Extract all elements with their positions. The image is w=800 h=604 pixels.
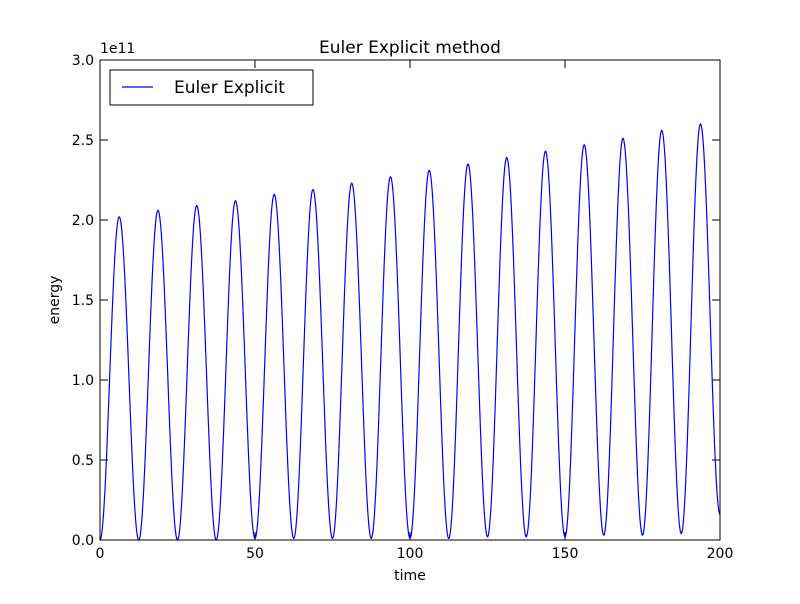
axis-ticks: 0 50 100 150 200 0.0 0.5 1.0 1.5 2.0 2.5 3.0 (72, 53, 734, 562)
series-line-euler-explicit (99, 123, 721, 541)
y-tick-label: 2.0 (72, 213, 94, 229)
y-tick-label: 1.0 (72, 373, 94, 389)
chart-title: Euler Explicit method (319, 38, 501, 58)
legend-label-euler-explicit: Euler Explicit (174, 78, 285, 98)
y-tick-label: 2.5 (72, 133, 94, 149)
x-tick-label: 150 (552, 546, 579, 562)
axes-frame (99, 59, 721, 541)
legend: Euler Explicit (109, 69, 314, 106)
x-axis-label: time (394, 568, 426, 584)
x-tick-label: 50 (246, 546, 264, 562)
x-tick-label: 100 (397, 546, 424, 562)
y-tick-label: 0.5 (72, 453, 94, 469)
y-axis-label: energy (47, 276, 63, 325)
y-tick-label: 1.5 (72, 293, 94, 309)
y-tick-label: 0.0 (72, 533, 94, 549)
y-offset-label: 1e11 (100, 41, 135, 57)
x-tick-label: 0 (96, 546, 105, 562)
y-tick-label: 3.0 (72, 53, 94, 69)
x-tick-label: 200 (707, 546, 734, 562)
plot-area (99, 123, 721, 541)
